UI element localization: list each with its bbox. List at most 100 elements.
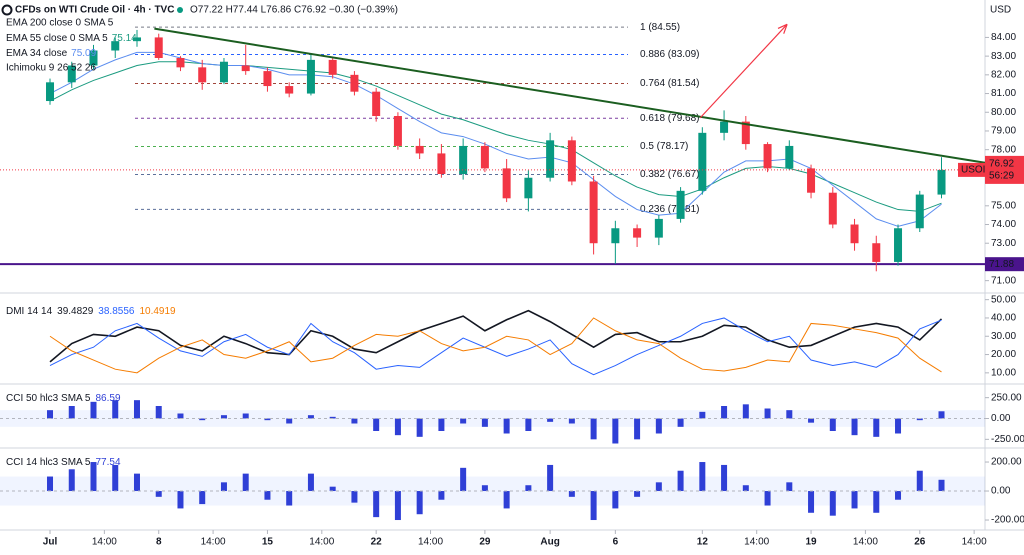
candle-body — [285, 86, 294, 94]
candle-body — [850, 224, 859, 244]
y-tick-label: 81.00 — [991, 88, 1016, 99]
histogram-bar — [829, 491, 836, 516]
histogram-bar — [590, 418, 597, 440]
candle-body — [785, 145, 794, 169]
candle-body — [741, 121, 750, 145]
indicator-line — [49, 317, 942, 376]
histogram-bar — [916, 470, 923, 492]
legend-value: 75.14 — [112, 33, 137, 44]
histogram-bar — [808, 418, 815, 423]
symbol-icon — [1, 4, 13, 16]
candle-body — [872, 243, 881, 262]
candle-body — [937, 169, 946, 195]
histogram-bar — [199, 491, 206, 505]
candle-body — [219, 61, 228, 83]
histogram-bar — [112, 464, 119, 492]
x-tick-label: 19 — [805, 537, 817, 548]
candle-body — [154, 37, 163, 58]
y-tick-label: 10.00 — [991, 367, 1016, 378]
histogram-bar — [938, 479, 945, 492]
histogram-bar — [612, 418, 619, 444]
y-tick-label: 78.00 — [991, 144, 1016, 155]
candle-body — [263, 71, 272, 87]
fib-label: 0.382 (76.67) — [640, 169, 700, 180]
histogram-bar — [112, 400, 119, 419]
candle-body — [241, 65, 250, 72]
candle-body — [698, 132, 707, 191]
histogram-bar — [938, 411, 945, 419]
histogram-bar — [177, 413, 184, 419]
candle-body — [676, 190, 685, 219]
y-tick-label: 74.00 — [991, 219, 1016, 230]
support-label: 71.88 — [989, 259, 1014, 270]
candle-body — [524, 177, 533, 199]
histogram-bar — [242, 413, 249, 419]
indicator-legend: DMI 14 14 39.4829 38.8556 10.4919 — [6, 306, 176, 317]
histogram-bar — [220, 415, 227, 419]
symbol-title: CFDs on WTI Crude Oil · 4h · TVC — [15, 5, 174, 16]
histogram-bar — [416, 491, 423, 515]
indicator-legend: CCI 14 hlc3 SMA 5 77.54 — [6, 457, 121, 468]
countdown: 56:29 — [989, 171, 1014, 182]
histogram-bar — [460, 467, 467, 492]
histogram-bar — [199, 418, 206, 421]
y-tick-label: -200.00 — [991, 515, 1024, 526]
histogram-bar — [916, 418, 923, 421]
histogram-bar — [68, 469, 75, 492]
histogram-bar — [307, 473, 314, 492]
candle-body — [89, 50, 98, 66]
y-tick-label: 83.00 — [991, 51, 1016, 62]
histogram-bar — [699, 411, 706, 419]
candle-body — [915, 194, 924, 229]
candle-body — [828, 192, 837, 225]
histogram-bar — [242, 473, 249, 492]
indicator-value: 38.8556 — [98, 306, 135, 317]
histogram-bar — [68, 406, 75, 419]
histogram-bar — [764, 491, 771, 506]
histogram-bar — [177, 491, 184, 509]
histogram-bar — [547, 464, 554, 492]
candle-body — [67, 65, 76, 83]
y-tick-label: 250.00 — [991, 392, 1022, 403]
candle-body — [437, 153, 446, 174]
candle-body — [763, 144, 772, 169]
candle-body — [894, 228, 903, 262]
indicator-title: DMI 14 14 — [6, 306, 53, 317]
histogram-bar — [851, 418, 858, 436]
indicator-legend: CCI 50 hlc3 SMA 5 86.59 — [6, 393, 121, 404]
histogram-bar — [394, 491, 401, 521]
histogram-bar — [416, 418, 423, 437]
arrow-head — [777, 23, 788, 34]
histogram-bar — [90, 462, 97, 492]
x-tick-label: 14:00 — [309, 537, 334, 548]
histogram-bar — [133, 473, 140, 492]
histogram-bar — [286, 491, 293, 506]
indicator-value: 39.4829 — [57, 306, 94, 317]
x-tick-label: 14:00 — [962, 537, 987, 548]
histogram-bar — [525, 485, 532, 492]
histogram-bar — [808, 491, 815, 513]
last-price: 76.92 — [989, 159, 1014, 170]
legend-hidden: Ichimoku 9 26 52 26 — [6, 63, 96, 74]
x-tick-label: 12 — [697, 537, 709, 548]
x-tick-label: 22 — [371, 537, 383, 548]
fib-label: 0.886 (83.09) — [640, 49, 700, 60]
candle-body — [393, 116, 402, 146]
histogram-bar — [394, 418, 401, 436]
fib-label: 0.764 (81.54) — [640, 78, 700, 89]
y-tick-label: 20.00 — [991, 349, 1016, 360]
candle-body — [306, 59, 315, 94]
x-tick-label: Jul — [43, 537, 58, 548]
y-tick-label: 79.00 — [991, 126, 1016, 137]
histogram-bar — [742, 404, 749, 419]
x-tick-label: 26 — [914, 537, 926, 548]
symbol-box — [958, 162, 985, 177]
histogram-bar — [264, 418, 271, 421]
histogram-bar — [895, 418, 902, 434]
histogram-bar — [503, 418, 510, 434]
legend-name: EMA 34 close — [6, 48, 68, 59]
indicator-line — [49, 317, 942, 374]
legend-value: 75.09 — [71, 48, 96, 59]
candle-body — [589, 181, 598, 244]
y-tick-label: 80.00 — [991, 107, 1016, 118]
